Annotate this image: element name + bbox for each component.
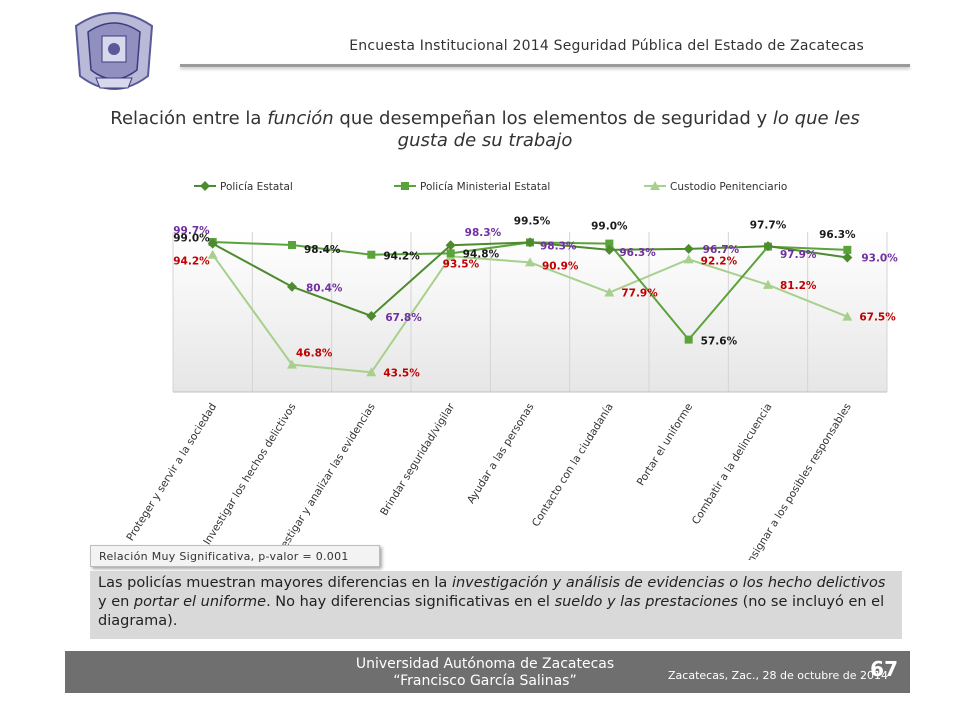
data-label-policia-estatal-2: 80.4% [306, 283, 343, 295]
point-policia-estatal-9 [842, 252, 853, 263]
data-label-custodio-penitenciario-4: 93.5% [443, 258, 480, 270]
point-policia-ministerial-estatal-3 [367, 250, 376, 259]
line-chart: Proteger y servir a la sociedadInvestiga… [124, 181, 898, 560]
point-custodio-penitenciario-8 [763, 279, 773, 289]
footer-bar: Universidad Autónoma de Zacatecas “Franc… [65, 651, 910, 693]
point-custodio-penitenciario-3 [366, 367, 377, 377]
point-policia-estatal-6 [604, 244, 615, 255]
data-label-policia-ministerial-estatal-5: 98.3% [540, 240, 577, 252]
significance-note: Relación Muy Significativa, p-valor = 0.… [90, 545, 380, 567]
summary-emphasis-1: investigación y análisis de evidencias o… [451, 575, 886, 591]
footer-date: Zacatecas, Zac., 28 de octubre de 2014 [668, 669, 889, 682]
data-label-custodio-penitenciario-9: 67.5% [859, 312, 896, 324]
page-number: 67 [870, 657, 898, 681]
data-label-policia-ministerial-estatal-7: 57.6% [701, 336, 738, 348]
data-label-policia-estatal-7: 96.7% [703, 244, 740, 256]
data-label-policia-ministerial-estatal-9: 96.3% [819, 229, 856, 241]
summary-emphasis-3: sueldo y las prestaciones [554, 594, 738, 610]
data-label-policia-ministerial-estatal-3: 94.2% [383, 251, 420, 263]
data-label-policia-estatal-1: 99.0% [173, 233, 210, 245]
summary-text-3: . No hay diferencias significativas en e… [266, 594, 555, 610]
point-policia-ministerial-estatal-9 [843, 245, 852, 254]
x-tick-label-proteger-y-servir-a-la-sociedad: Proteger y servir a la sociedad [124, 401, 219, 543]
point-policia-estatal-8 [763, 241, 773, 252]
x-tick-label-contacto-con-la-ciudadania: Contacto con la ciudadanía [530, 401, 616, 529]
summary-emphasis-2: portar el uniforme [133, 594, 267, 610]
point-policia-estatal-4 [445, 240, 456, 251]
x-tick-label-investigar-los-hechos-delictivos: Investigar los hechos delictivos [201, 401, 298, 547]
point-policia-ministerial-estatal-2 [288, 240, 296, 249]
point-policia-estatal-3 [366, 310, 377, 321]
footer-university-subtitle: “Francisco García Salinas” [393, 673, 577, 689]
data-label-policia-ministerial-estatal-6: 99.0% [591, 221, 628, 233]
point-custodio-penitenciario-5 [525, 257, 535, 267]
point-custodio-penitenciario-2 [287, 359, 297, 369]
chart-title-emphasis-1: función [267, 108, 334, 129]
data-label-policia-ministerial-estatal-1: 99.7% [173, 225, 210, 237]
legend-label-policia-estatal: Policía Estatal [220, 181, 293, 193]
point-custodio-penitenciario-7 [683, 254, 694, 264]
data-label-custodio-penitenciario-8: 81.2% [780, 280, 817, 292]
data-label-custodio-penitenciario-1: 94.2% [173, 256, 210, 268]
legend-marker-custodio-penitenciario [650, 181, 660, 190]
point-policia-estatal-1 [207, 238, 218, 249]
data-label-custodio-penitenciario-5: 90.9% [542, 260, 579, 272]
data-label-policia-ministerial-estatal-2: 98.4% [304, 244, 341, 256]
data-label-policia-ministerial-estatal-4: 94.8% [463, 248, 500, 260]
legend-label-custodio-penitenciario: Custodio Penitenciario [670, 181, 787, 193]
data-label-policia-estatal-8: 97.9% [780, 249, 817, 261]
chart-title-text-2: que desempeñan los elementos de segurida… [333, 108, 773, 129]
header-divider [180, 64, 910, 67]
data-label-custodio-penitenciario-7: 92.2% [701, 255, 738, 267]
survey-title: Encuesta Institucional 2014 Seguridad Pú… [349, 38, 864, 54]
point-custodio-penitenciario-9 [842, 311, 853, 321]
summary-text: Las policías muestran mayores diferencia… [90, 571, 902, 639]
x-tick-label-combatir-a-la-delincuencia: Combatir a la delincuencia [690, 401, 775, 527]
legend-label-policia-ministerial-estatal: Policía Ministerial Estatal [420, 181, 550, 193]
footer-university: Universidad Autónoma de Zacatecas [355, 656, 615, 672]
data-label-policia-estatal-9: 93.0% [861, 253, 898, 265]
point-custodio-penitenciario-1 [207, 249, 218, 259]
legend-marker-policia-estatal [200, 181, 210, 191]
point-policia-ministerial-estatal-4 [446, 249, 455, 258]
data-label-policia-estatal-4: 98.3% [465, 227, 502, 239]
point-policia-estatal-2 [287, 281, 297, 292]
x-tick-label-brindar-seguridad-vigilar: Brindar seguridad/vigilar [378, 401, 457, 518]
data-label-custodio-penitenciario-6: 77.9% [621, 288, 658, 300]
data-label-policia-estatal-3: 67.8% [385, 312, 422, 324]
chart-title: Relación entre la función que desempeñan… [100, 108, 870, 152]
data-label-policia-estatal-5: 99.5% [514, 215, 551, 227]
summary-text-4: (no se incluyó en el diagrama). [98, 594, 885, 629]
chart-title-text-1: Relación entre la [110, 108, 268, 129]
point-custodio-penitenciario-6 [604, 287, 615, 297]
x-tick-label-portar-el-uniforme: Portar el uniforme [635, 401, 695, 488]
point-policia-ministerial-estatal-6 [605, 239, 614, 248]
data-label-custodio-penitenciario-2: 46.8% [296, 348, 333, 360]
data-label-custodio-penitenciario-3: 43.5% [383, 367, 420, 379]
point-policia-ministerial-estatal-7 [684, 335, 693, 344]
data-label-policia-estatal-6: 96.3% [619, 247, 656, 259]
data-label-policia-ministerial-estatal-8: 97.7% [750, 220, 787, 232]
chart-title-emphasis-2: lo que les gusta de su trabajo [397, 108, 860, 151]
x-tick-label-ayudar-a-las-personas: Ayudar a las personas [465, 401, 537, 506]
legend-marker-policia-ministerial-estatal [401, 182, 409, 190]
point-policia-estatal-5 [525, 237, 535, 248]
summary-text-2: y en [98, 594, 134, 610]
summary-text-1: Las policías muestran mayores diferencia… [98, 575, 452, 591]
point-policia-estatal-7 [683, 243, 694, 254]
university-seal-logo [74, 12, 154, 90]
